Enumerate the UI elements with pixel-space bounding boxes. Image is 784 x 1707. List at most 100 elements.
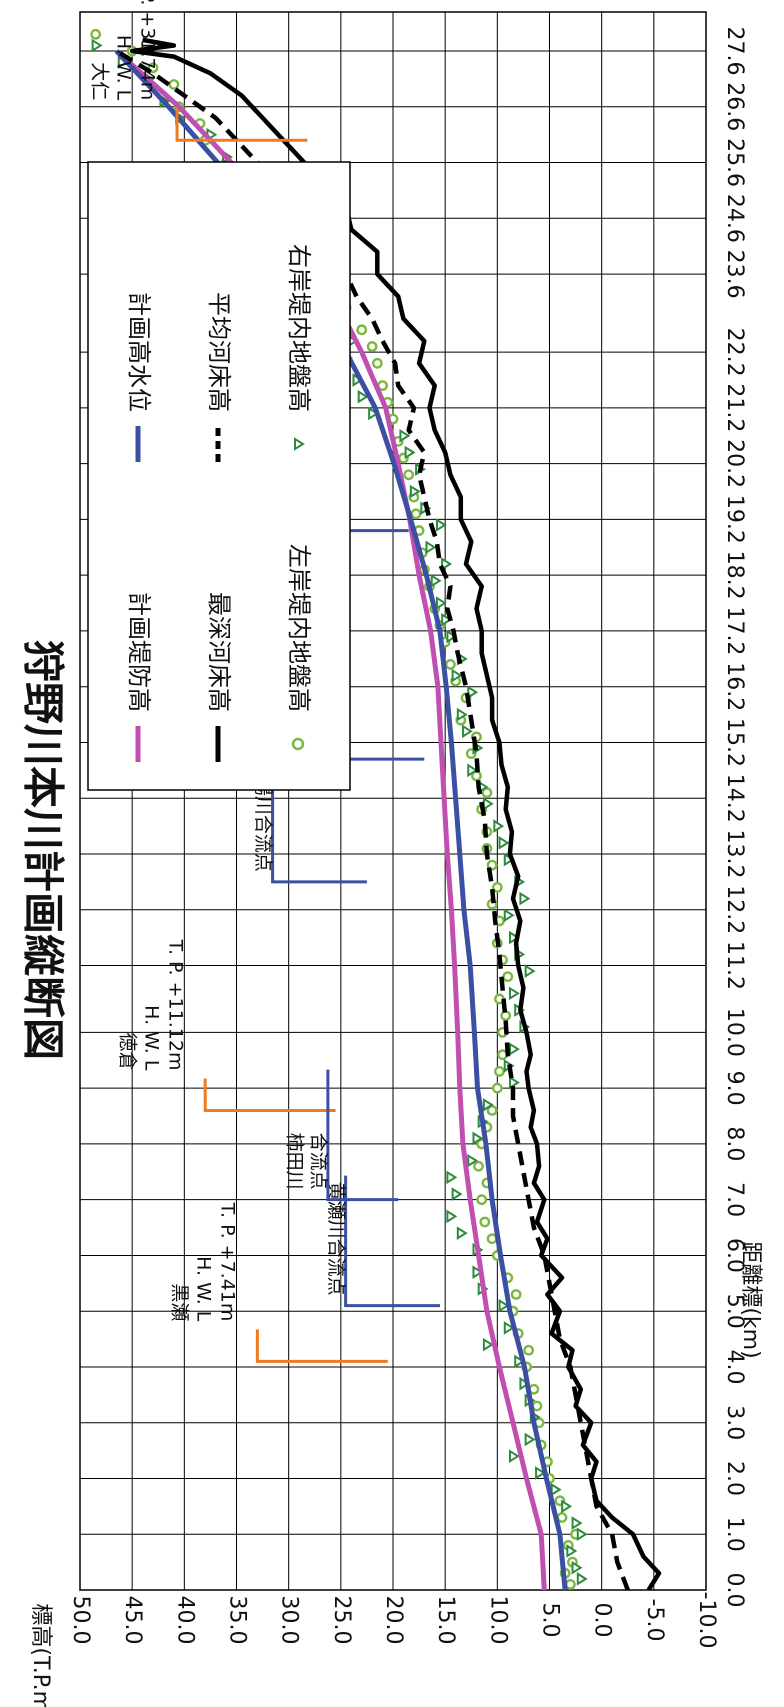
right-ground-point (430, 573, 442, 588)
right-ground-point (91, 38, 103, 53)
legend-swatch (291, 737, 305, 751)
left-ground-point (491, 1082, 503, 1094)
right-ground-point (446, 1170, 458, 1185)
legend-label: 右岸堤内地盤高 (285, 244, 313, 412)
confluence-label: 柿田川 (283, 1133, 305, 1190)
right-ground-point (425, 540, 437, 555)
left-ground-point (444, 658, 456, 670)
right-ground-point (435, 596, 447, 610)
x-tick-label: 26.6 (722, 82, 747, 131)
x-axis-title: 距離標(km) (738, 1241, 763, 1358)
right-ground-point (456, 1226, 468, 1240)
confluence-label: 合流点 (307, 1133, 329, 1190)
x-tick-label: 3.0 (722, 1405, 747, 1440)
left-ground-point (168, 79, 180, 90)
left-ground-point (510, 1289, 522, 1300)
confluence-marker (326, 1069, 399, 1202)
x-tick-label: 7.0 (722, 1182, 747, 1217)
left-ground-point (356, 324, 368, 336)
x-tick-label: 0.0 (722, 1573, 747, 1608)
left-ground-point (564, 1579, 576, 1590)
right-ground-point (357, 389, 369, 404)
right-ground-point (404, 445, 416, 460)
hwl-label: T. P. +31.74m (136, 0, 158, 100)
legend-item: 平均河床高 (205, 292, 233, 462)
legend-swatch (294, 437, 305, 451)
right-ground-point (462, 724, 473, 739)
left-ground-point (476, 1194, 488, 1206)
right-ground-point (467, 763, 479, 778)
right-ground-point (472, 1131, 484, 1146)
y-tick-label: 35.0 (225, 1596, 250, 1645)
right-ground-point (451, 1187, 463, 1201)
x-axis-ticks: 0.0 1.0 2.0 3.0 4.0 5.0 6.0 7.0 8.0 9.0 10.0 11.2 12… (722, 27, 747, 1608)
right-ground-point (508, 1075, 520, 1090)
confluence-annotation: 黄瀬川合流点 (325, 1175, 440, 1308)
x-tick-label: 14.2 (722, 774, 747, 823)
x-tick-label: 23.6 (722, 250, 747, 299)
y-tick-label: 50.0 (68, 1596, 93, 1645)
right-ground-point (524, 1432, 536, 1447)
hwl-annotation: 大仁 H. W. L T. P. +31.74m (88, 0, 308, 142)
right-ground-point (441, 612, 453, 627)
confluence-annotation: 柿田川 合流点 (283, 1069, 399, 1202)
hwl-label: 徳倉 (116, 1032, 138, 1070)
right-ground-point (409, 484, 421, 499)
x-tick-label: 4.0 (722, 1349, 747, 1384)
y-tick-label: 15.0 (433, 1596, 458, 1645)
right-ground-point (368, 406, 380, 421)
right-ground-point (576, 1527, 588, 1542)
x-tick-label: 20.2 (722, 439, 747, 488)
left-ground-point (403, 469, 415, 481)
x-tick-label: 5.0 (722, 1294, 747, 1329)
legend-item: 左岸堤内地盤高 (285, 544, 313, 751)
x-tick-label: 18.2 (722, 551, 747, 600)
right-ground-point (535, 1466, 546, 1480)
x-tick-label: 16.2 (722, 662, 747, 711)
legend-item: 最深河床高 (205, 592, 233, 762)
x-tick-label: 9.0 (722, 1071, 747, 1106)
x-tick-label: 21.2 (722, 383, 747, 432)
series-deepest-bed (129, 37, 662, 1590)
x-tick-label: 10.0 (722, 1008, 747, 1057)
x-tick-label: 24.6 (722, 194, 747, 243)
left-ground-point (90, 28, 102, 40)
hwl-marker (175, 108, 308, 142)
legend-label: 平均河床高 (205, 292, 233, 412)
hwl-annotation: 黒瀬 H. W. L T. P. +7.41m (169, 1202, 388, 1363)
x-tick-label: 15.2 (722, 718, 747, 767)
left-ground-point (473, 1160, 484, 1172)
right-ground-point (493, 819, 505, 833)
left-ground-point (410, 508, 422, 520)
right-ground-point (446, 1209, 458, 1224)
x-tick-label: 19.2 (722, 495, 747, 544)
right-ground-point (435, 518, 447, 532)
x-tick-label: 6.0 (722, 1238, 747, 1273)
x-tick-label: 27.6 (722, 27, 747, 76)
hwl-label: 大仁 (88, 62, 110, 100)
y-tick-label: 0.0 (590, 1603, 615, 1638)
right-ground-point (498, 1298, 510, 1313)
left-ground-point (371, 357, 383, 369)
right-ground-point (524, 964, 536, 978)
legend-item: 計画堤防高 (125, 592, 153, 762)
chart-title: 狩野川本川計画縦断図 (19, 640, 68, 1060)
right-ground-point (508, 930, 520, 945)
hwl-label: T. P. +7.41m (217, 1202, 239, 1322)
right-ground-point (456, 707, 468, 722)
right-ground-point (482, 1098, 494, 1112)
right-ground-point (446, 629, 458, 644)
left-ground-point (481, 787, 493, 799)
confluence-marker (344, 1175, 440, 1308)
right-ground-point (561, 1499, 573, 1514)
right-ground-point (508, 986, 520, 1001)
y-tick-label: 40.0 (172, 1596, 197, 1645)
legend-label: 計画高水位 (125, 292, 153, 412)
hwl-label: H. W. L (140, 1005, 162, 1071)
right-ground-point (566, 1544, 578, 1558)
hwl-label: H. W. L (112, 35, 134, 101)
legend-box (87, 161, 351, 791)
y-tick-label: 25.0 (329, 1596, 354, 1645)
right-ground-point (399, 428, 411, 443)
